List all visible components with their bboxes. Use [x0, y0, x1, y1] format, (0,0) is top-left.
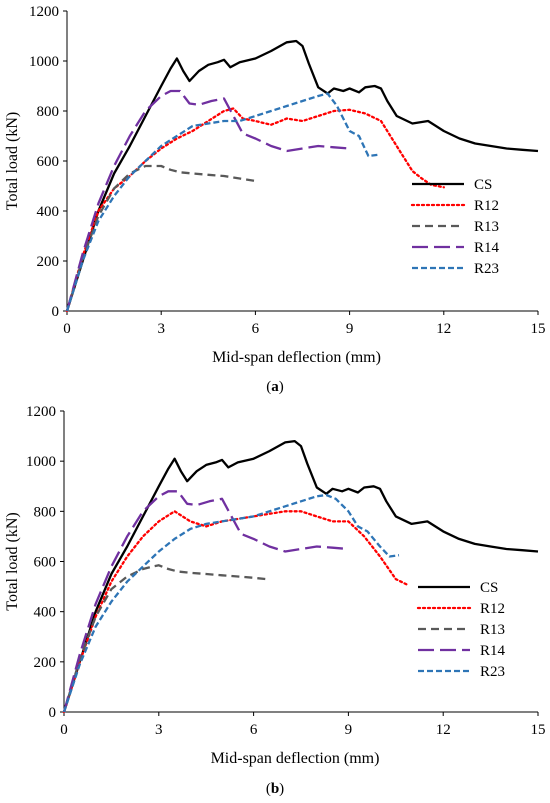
series-line-r13	[65, 164, 256, 312]
x-axis-title: Mid-span deflection (mm)	[211, 750, 380, 767]
series-line-r14	[62, 490, 349, 713]
y-tick-label: 200	[34, 655, 57, 671]
y-tick-label: 800	[37, 104, 60, 120]
legend-label-r12: R12	[480, 601, 505, 617]
series-line-r23	[65, 92, 379, 312]
series-line-r12	[62, 510, 410, 714]
y-tick-label: 1000	[26, 454, 56, 470]
y-tick-label: 0	[49, 705, 57, 721]
x-tick-label: 6	[250, 722, 258, 738]
series-line-r23	[62, 493, 400, 713]
legend-label-r23: R23	[474, 261, 499, 277]
legend-label-cs: CS	[480, 580, 498, 596]
legend: CS R12 R13 R14 R23	[416, 580, 506, 680]
legend-label-r13: R13	[480, 622, 505, 638]
legend-label-r23: R23	[480, 664, 505, 680]
series-line-cs	[65, 39, 539, 312]
x-tick-label: 0	[63, 321, 71, 337]
y-tick-label: 400	[37, 204, 60, 220]
x-axis-title: Mid-span deflection (mm)	[212, 349, 381, 366]
x-tick-label: 15	[531, 722, 546, 738]
y-tick-label: 0	[52, 304, 60, 320]
y-tick-label: 800	[34, 504, 57, 520]
series-line-r12	[65, 107, 445, 313]
legend-label-r12: R12	[474, 198, 499, 214]
series-line-r13	[62, 564, 267, 713]
y-tick-label: 600	[34, 555, 57, 571]
legend-label-cs: CS	[474, 177, 492, 193]
y-tick-label: 1000	[29, 54, 59, 70]
y-tick-label: 400	[34, 605, 57, 621]
y-tick-label: 1200	[26, 404, 56, 420]
x-tick-label: 12	[436, 722, 451, 738]
y-tick-label: 200	[37, 254, 60, 270]
x-tick-label: 12	[436, 321, 451, 337]
x-tick-label: 0	[60, 722, 68, 738]
legend-label-r14: R14	[474, 240, 500, 256]
legend: CS R12 R13 R14 R23	[410, 177, 500, 277]
y-axis-title: Total load (kN)	[4, 112, 21, 210]
x-tick-label: 6	[252, 321, 260, 337]
x-tick-label: 9	[345, 722, 353, 738]
chart-panel-b: 0 200 400 600 800 1000 1200 0 3 6 9 12 15 Mid-span de…	[4, 404, 546, 797]
legend-label-r14: R14	[480, 643, 506, 659]
y-axis-title: Total load (kN)	[4, 512, 21, 610]
x-tick-label: 9	[346, 321, 354, 337]
x-tick-label: 3	[155, 722, 163, 738]
panel-caption: (b)	[266, 781, 284, 797]
panel-caption: (a)	[266, 379, 284, 395]
series-line-r14	[65, 89, 350, 312]
y-tick-label: 1200	[29, 4, 59, 20]
x-tick-label: 15	[531, 321, 546, 337]
legend-label-r13: R13	[474, 219, 499, 235]
chart-panel-a: 0 200 400 600 800 1000 1200 0 3 6 9 12 15 Mid-span de…	[4, 4, 546, 395]
y-tick-label: 600	[37, 154, 60, 170]
series-line-cs	[62, 439, 539, 713]
x-tick-label: 3	[157, 321, 165, 337]
